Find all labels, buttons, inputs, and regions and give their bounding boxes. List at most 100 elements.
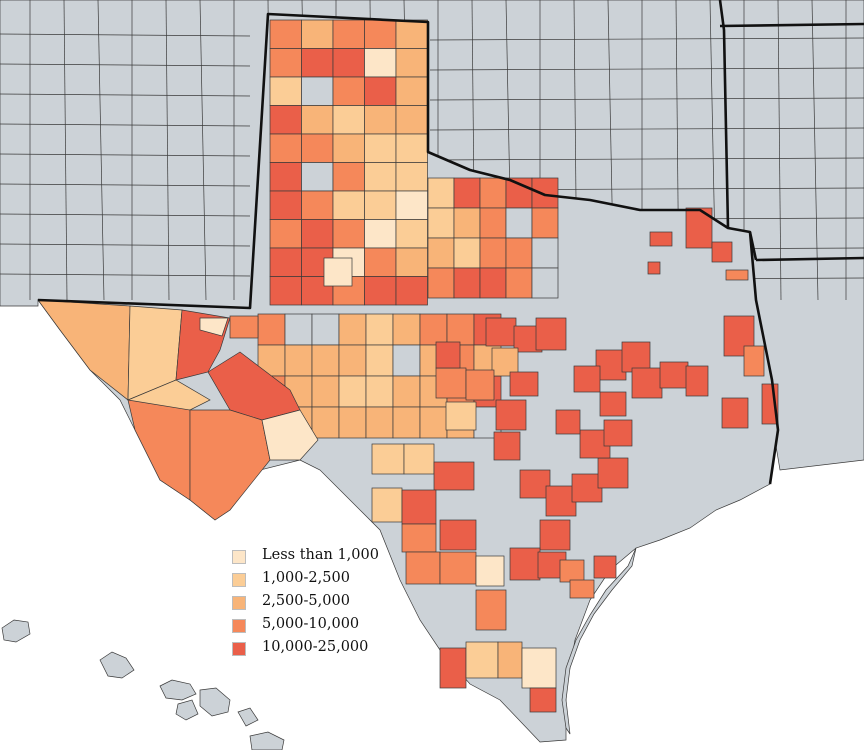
county bbox=[332, 190, 365, 220]
county bbox=[364, 276, 397, 306]
county-line bbox=[165, 0, 170, 301]
legend-swatch bbox=[232, 596, 246, 610]
county-line bbox=[0, 33, 251, 37]
county bbox=[427, 207, 455, 239]
county bbox=[545, 485, 577, 517]
county bbox=[571, 473, 603, 503]
county bbox=[301, 219, 334, 249]
county bbox=[269, 105, 302, 135]
county bbox=[529, 687, 557, 713]
county bbox=[395, 162, 428, 192]
county bbox=[403, 443, 435, 475]
county-line bbox=[811, 0, 819, 301]
county bbox=[392, 406, 421, 439]
county bbox=[301, 76, 334, 106]
county bbox=[311, 375, 340, 408]
county bbox=[569, 579, 595, 599]
county bbox=[743, 345, 765, 377]
county bbox=[301, 162, 334, 192]
county-line bbox=[429, 67, 864, 71]
county bbox=[364, 247, 397, 277]
county bbox=[711, 241, 733, 263]
county bbox=[301, 48, 334, 78]
county bbox=[395, 219, 428, 249]
island-1 bbox=[1, 619, 31, 643]
county bbox=[439, 551, 477, 585]
county bbox=[338, 406, 367, 439]
county bbox=[371, 487, 403, 523]
county-line bbox=[0, 93, 251, 97]
county bbox=[37, 299, 131, 401]
county bbox=[531, 207, 559, 239]
county bbox=[332, 48, 365, 78]
county bbox=[465, 641, 499, 679]
border-arkansas bbox=[718, 0, 730, 229]
county-line bbox=[429, 127, 864, 131]
county bbox=[395, 133, 428, 163]
county bbox=[401, 489, 437, 525]
county bbox=[531, 177, 559, 209]
county bbox=[229, 315, 259, 339]
county bbox=[505, 267, 533, 299]
county bbox=[531, 267, 559, 299]
county bbox=[453, 237, 481, 269]
county bbox=[364, 219, 397, 249]
county bbox=[509, 371, 539, 397]
county bbox=[725, 269, 749, 281]
county bbox=[392, 375, 421, 408]
county bbox=[721, 397, 749, 429]
county bbox=[495, 399, 527, 431]
island-5 bbox=[175, 699, 199, 721]
county bbox=[419, 313, 448, 346]
county bbox=[269, 76, 302, 106]
county bbox=[465, 369, 495, 401]
island-6 bbox=[237, 707, 259, 727]
legend-swatch bbox=[232, 642, 246, 656]
county bbox=[531, 237, 559, 269]
county bbox=[535, 317, 567, 351]
county bbox=[659, 361, 689, 389]
county bbox=[311, 344, 340, 377]
island-3 bbox=[159, 679, 197, 701]
county bbox=[479, 177, 507, 209]
county bbox=[301, 133, 334, 163]
county-line bbox=[429, 157, 864, 161]
padre-island bbox=[561, 547, 637, 735]
county bbox=[493, 431, 521, 461]
county bbox=[395, 48, 428, 78]
border-arkansas-louisiana bbox=[755, 256, 864, 262]
legend-label: 2,500-5,000 bbox=[262, 593, 350, 609]
county bbox=[364, 105, 397, 135]
county bbox=[261, 409, 319, 461]
county bbox=[332, 133, 365, 163]
county bbox=[539, 519, 571, 551]
county bbox=[189, 409, 271, 521]
legend-label: 1,000-2,500 bbox=[262, 570, 350, 586]
county bbox=[269, 219, 302, 249]
county bbox=[439, 647, 467, 689]
county bbox=[427, 177, 455, 209]
county bbox=[555, 409, 581, 435]
county bbox=[199, 317, 229, 337]
county bbox=[597, 457, 629, 489]
texas-border-west-panhandle bbox=[37, 12, 758, 310]
county bbox=[364, 162, 397, 192]
county bbox=[433, 461, 475, 491]
county bbox=[301, 19, 334, 49]
county bbox=[332, 105, 365, 135]
county bbox=[649, 231, 673, 247]
county bbox=[405, 551, 441, 585]
county bbox=[573, 365, 601, 393]
county bbox=[269, 19, 302, 49]
county bbox=[485, 317, 517, 347]
county-line bbox=[777, 0, 782, 301]
legend-label: Less than 1,000 bbox=[262, 547, 379, 563]
county bbox=[475, 589, 507, 631]
county bbox=[509, 547, 541, 581]
county-line bbox=[0, 213, 251, 217]
county bbox=[269, 162, 302, 192]
border-louisiana-sabine bbox=[748, 231, 780, 485]
county bbox=[599, 391, 627, 417]
county bbox=[338, 344, 367, 377]
